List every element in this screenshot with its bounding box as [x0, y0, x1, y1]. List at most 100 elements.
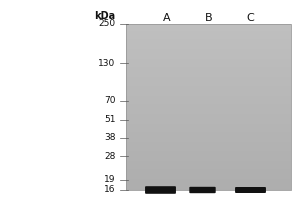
Bar: [126, 144, 291, 146]
Bar: [126, 54, 291, 56]
Bar: [126, 79, 291, 81]
Bar: [126, 113, 291, 114]
Bar: [126, 143, 291, 144]
Bar: [126, 162, 291, 164]
Bar: [126, 27, 291, 28]
Text: 16: 16: [104, 186, 116, 194]
Bar: [126, 50, 291, 52]
Bar: [126, 100, 291, 101]
Text: B: B: [205, 13, 212, 23]
Bar: [126, 110, 291, 111]
Bar: [126, 53, 291, 54]
Bar: [126, 31, 291, 32]
Bar: [126, 140, 291, 142]
Bar: [126, 104, 291, 106]
Bar: [126, 60, 291, 61]
Text: 70: 70: [104, 96, 116, 105]
Bar: [126, 128, 291, 129]
Bar: [126, 154, 291, 155]
Bar: [126, 82, 291, 83]
Bar: [126, 151, 291, 153]
Bar: [126, 106, 291, 107]
Bar: [126, 36, 291, 38]
Bar: [126, 39, 291, 41]
Bar: [126, 49, 291, 50]
Bar: [126, 88, 291, 89]
Bar: [126, 66, 291, 67]
Bar: [126, 114, 291, 115]
Bar: [126, 71, 291, 72]
Bar: [126, 118, 291, 119]
Bar: [126, 119, 291, 121]
Bar: [126, 67, 291, 68]
Bar: [126, 64, 291, 66]
Text: 51: 51: [104, 115, 116, 124]
Bar: [126, 169, 291, 171]
FancyBboxPatch shape: [145, 186, 176, 194]
Bar: [126, 171, 291, 172]
Bar: [126, 32, 291, 34]
Bar: [126, 160, 291, 161]
Bar: [126, 74, 291, 75]
Bar: [126, 93, 291, 95]
Bar: [126, 124, 291, 125]
Bar: [126, 150, 291, 151]
Bar: [126, 107, 291, 108]
Bar: [126, 24, 291, 190]
Bar: [126, 147, 291, 148]
Bar: [126, 83, 291, 85]
FancyBboxPatch shape: [235, 187, 266, 193]
Bar: [126, 184, 291, 186]
Bar: [126, 43, 291, 45]
Bar: [126, 30, 291, 31]
Bar: [126, 165, 291, 166]
Bar: [126, 103, 291, 104]
Bar: [126, 45, 291, 46]
Bar: [126, 175, 291, 176]
Bar: [126, 101, 291, 103]
Text: 130: 130: [98, 59, 116, 68]
Bar: [126, 42, 291, 43]
Bar: [126, 59, 291, 60]
Bar: [126, 131, 291, 132]
Bar: [126, 117, 291, 118]
Bar: [126, 57, 291, 59]
Bar: [126, 180, 291, 182]
Bar: [126, 46, 291, 48]
Bar: [126, 182, 291, 183]
Bar: [126, 129, 291, 131]
Bar: [126, 176, 291, 178]
Text: A: A: [163, 13, 170, 23]
Bar: [126, 142, 291, 143]
Bar: [126, 126, 291, 128]
Bar: [126, 148, 291, 150]
Bar: [126, 28, 291, 30]
Bar: [126, 146, 291, 147]
Bar: [126, 125, 291, 126]
Bar: [126, 70, 291, 71]
Bar: [126, 168, 291, 169]
Bar: [126, 90, 291, 92]
Text: C: C: [247, 13, 254, 23]
Text: 38: 38: [104, 133, 116, 142]
Bar: [126, 189, 291, 190]
Bar: [126, 132, 291, 133]
Text: 19: 19: [104, 175, 116, 184]
Bar: [126, 173, 291, 175]
Bar: [126, 153, 291, 154]
Bar: [126, 35, 291, 36]
Bar: [126, 161, 291, 162]
Bar: [126, 61, 291, 63]
Bar: [126, 75, 291, 77]
Bar: [126, 111, 291, 113]
Bar: [126, 24, 291, 25]
Bar: [126, 139, 291, 140]
Bar: [126, 178, 291, 179]
Bar: [126, 122, 291, 124]
Bar: [126, 77, 291, 78]
Bar: [126, 99, 291, 100]
Bar: [126, 133, 291, 135]
Bar: [126, 95, 291, 96]
Bar: [126, 72, 291, 74]
Bar: [126, 25, 291, 27]
